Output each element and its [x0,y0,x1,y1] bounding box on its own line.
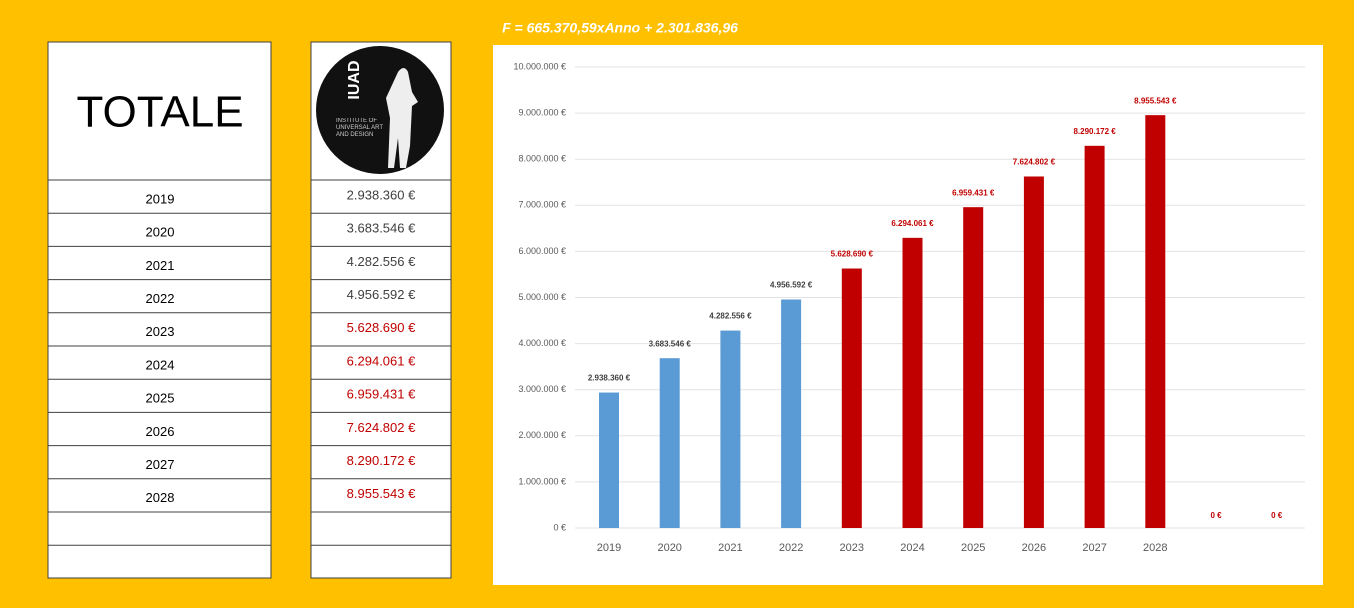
y-tick-label: 3.000.000 € [518,384,566,394]
bar [599,392,619,528]
table-year: 2020 [146,225,175,240]
table-year: 2022 [146,291,175,306]
table-year: 2019 [146,191,175,206]
table-value: 3.683.546 € [347,221,416,236]
logo [316,46,444,174]
table-value: 4.282.556 € [347,254,416,269]
y-tick-label: 0 € [553,522,566,532]
y-tick-label: 8.000.000 € [518,154,566,164]
x-tick-label: 2028 [1143,542,1167,554]
table-value: 6.959.431 € [347,387,416,402]
y-tick-label: 4.000.000 € [518,338,566,348]
logo-subtitle-box: INSTITUTE OF UNIVERSAL ART AND DESIGN [336,118,383,138]
value-label: 4.956.592 € [770,281,813,290]
table-value: 4.956.592 € [347,287,416,302]
y-tick-label: 10.000.000 € [513,61,566,71]
x-tick-label: 2021 [718,542,742,554]
bar [963,207,984,528]
table-value: 6.294.061 € [347,353,416,368]
logo-subtitle: INSTITUTE OF UNIVERSAL ART AND DESIGN [336,118,383,138]
value-label: 3.683.546 € [649,339,692,348]
x-tick-label: 2020 [657,542,681,554]
table-year: 2026 [146,424,175,439]
logo-figure [386,68,418,168]
value-label: 2.938.360 € [588,374,631,383]
x-tick-label: 2026 [1022,542,1046,554]
y-tick-label: 6.000.000 € [518,246,566,256]
x-tick-label: 2024 [900,542,924,554]
table-value: 7.624.802 € [347,420,416,435]
value-label: 0 € [1210,511,1222,520]
value-label: 4.282.556 € [709,312,752,321]
y-tick-label: 5.000.000 € [518,292,566,302]
y-tick-label: 1.000.000 € [518,476,566,486]
table-year: 2021 [146,258,175,273]
table-year: 2028 [146,490,175,505]
table-year: 2024 [146,357,175,372]
value-label: 8.290.172 € [1073,127,1116,136]
x-tick-label: 2025 [961,542,985,554]
formula: F = 665.370,59xAnno + 2.301.836,96 [502,20,738,36]
value-label: 7.624.802 € [1013,158,1056,167]
logo-title: IUAD [346,60,363,99]
table-year-column [47,41,272,579]
table-value: 5.628.690 € [347,320,416,335]
x-tick-label: 2019 [597,542,621,554]
bar [902,237,923,528]
table-year: 2025 [146,391,175,406]
table-year: 2023 [146,324,175,339]
y-tick-label: 7.000.000 € [518,200,566,210]
y-tick-label: 9.000.000 € [518,107,566,117]
table-value: 8.290.172 € [347,453,416,468]
bar [659,358,680,528]
bar [720,330,741,528]
value-label: 6.294.061 € [891,219,934,228]
x-tick-label: 2023 [840,542,864,554]
bar [781,299,802,528]
table-year: 2027 [146,457,175,472]
bar [841,268,862,528]
value-label: 5.628.690 € [831,250,874,259]
x-tick-label: 2022 [779,542,803,554]
value-label: 0 € [1271,511,1283,520]
bar [1084,145,1105,529]
bar [1023,176,1044,528]
table-value: 8.955.543 € [347,486,416,501]
bar [1145,115,1166,528]
table-header: TOTALE [76,88,243,137]
value-label: 8.955.543 € [1134,96,1177,105]
x-tick-label: 2027 [1082,542,1106,554]
table-value: 2.938.360 € [347,187,416,202]
y-tick-label: 2.000.000 € [518,430,566,440]
value-label: 6.959.431 € [952,188,995,197]
